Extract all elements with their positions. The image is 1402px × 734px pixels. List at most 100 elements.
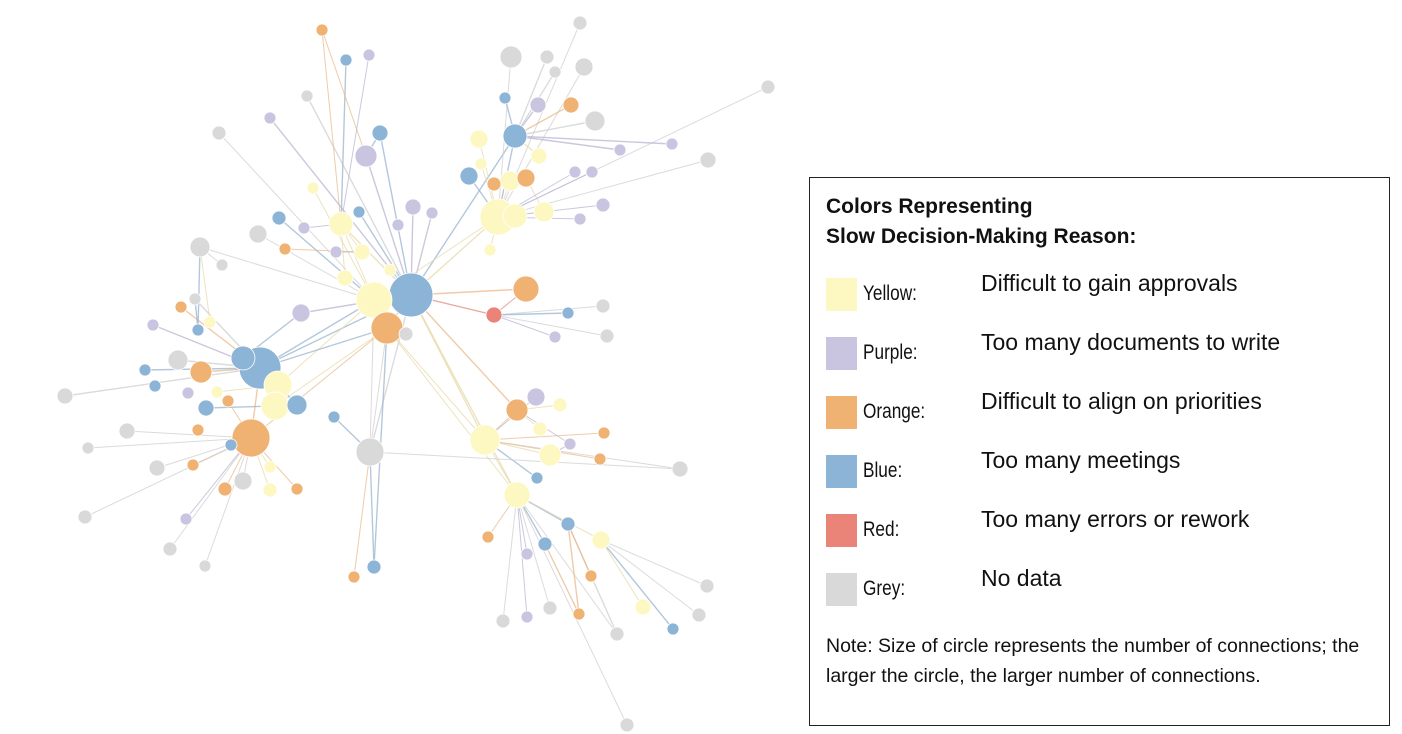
orange-node (516, 168, 536, 188)
blue-node (388, 272, 434, 318)
legend-reason: Difficult to gain approvals (981, 270, 1238, 296)
grey-node (599, 328, 615, 344)
legend-reason: Too many meetings (981, 447, 1181, 473)
network-edge (514, 135, 621, 151)
blue-node (224, 438, 238, 452)
grey-node (584, 110, 606, 132)
blue-node (371, 124, 389, 142)
blue-node (352, 205, 366, 219)
purple-node (529, 96, 547, 114)
orange-node (584, 569, 598, 583)
network-edge (493, 314, 608, 337)
network-edge (199, 246, 211, 323)
network-edge (516, 494, 628, 726)
network-edge (204, 437, 252, 567)
yellow-node (353, 243, 371, 261)
purple-node (179, 512, 193, 526)
network-edge (516, 494, 551, 609)
orange-node (231, 418, 271, 458)
yellow-node (328, 211, 354, 237)
grey-node (539, 49, 555, 65)
grey-node (760, 79, 776, 95)
orange-node (315, 23, 329, 37)
legend-item-orange: Orange: Difficult to align on priorities (826, 376, 1373, 435)
legend-color-name: Grey: (863, 577, 906, 600)
grey-node (118, 422, 136, 440)
blue-node (502, 123, 528, 149)
network-edge (514, 120, 596, 137)
grey-node (233, 471, 253, 491)
orange-node (572, 607, 586, 621)
grey-node (572, 15, 588, 31)
yellow-node (263, 460, 277, 474)
network-edge (493, 305, 604, 316)
orange-node (174, 300, 188, 314)
grey-node (595, 298, 611, 314)
network-edges (64, 22, 769, 726)
orange-node (347, 570, 361, 584)
yellow-node (306, 181, 320, 195)
network-edge (386, 327, 486, 441)
network-edge (600, 539, 674, 630)
orange-node (593, 452, 607, 466)
network-edge (306, 95, 412, 296)
purple-node (181, 386, 195, 400)
blue-node (537, 536, 553, 552)
network-edge (502, 494, 518, 622)
legend-reason: Too many errors or rework (981, 506, 1250, 532)
grey-node (699, 578, 715, 594)
yellow-node (530, 147, 548, 165)
network-edge (567, 523, 592, 577)
yellow-node (210, 385, 224, 399)
yellow-swatch (826, 278, 857, 311)
yellow-node (336, 269, 354, 287)
legend-color-name: Purple: (863, 341, 918, 364)
grey-node (548, 65, 562, 79)
legend-color-name: Yellow: (863, 282, 917, 305)
network-edge (257, 233, 375, 301)
legend-item-purple: Purple: Too many documents to write (826, 317, 1373, 376)
purple-node (520, 610, 534, 624)
yellow-node (538, 443, 562, 467)
orange-node (189, 360, 213, 384)
yellow-node (552, 397, 568, 413)
blue-swatch (826, 455, 857, 488)
purple-node (585, 165, 599, 179)
legend-items: Yellow: Difficult to gain approvals Purp… (826, 258, 1373, 612)
purple-node (263, 111, 277, 125)
blue-node (498, 91, 512, 105)
yellow-node (502, 203, 528, 229)
grey-node (248, 224, 268, 244)
purple-node (573, 212, 587, 226)
network-edge (64, 367, 261, 397)
network-edge (321, 29, 367, 157)
purple-node (613, 143, 627, 157)
grey-node (215, 258, 229, 272)
grey-node (355, 437, 385, 467)
orange-node (278, 242, 292, 256)
network-edge (199, 246, 375, 301)
red-node (485, 306, 503, 324)
yellow-node (474, 157, 488, 171)
purple-node (291, 303, 311, 323)
network-edge (600, 539, 644, 608)
network-edge (340, 54, 370, 225)
blue-node (138, 363, 152, 377)
yellow-node (203, 315, 217, 329)
blue-node (191, 323, 205, 337)
purple-node (297, 221, 311, 235)
blue-node (339, 53, 353, 67)
grey-node (77, 509, 93, 525)
network-edge (321, 29, 342, 225)
grey-swatch (826, 573, 857, 606)
grey-node (691, 607, 707, 623)
legend-color-name: Red: (863, 518, 900, 541)
grey-node (198, 559, 212, 573)
yellow-node (532, 421, 548, 437)
purple-node (548, 330, 562, 344)
orange-node (597, 426, 611, 440)
network-edge (567, 523, 580, 615)
purple-node (568, 165, 582, 179)
network-edge (386, 327, 518, 496)
orange-node (505, 398, 529, 422)
